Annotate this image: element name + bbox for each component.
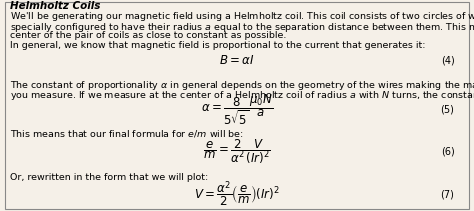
Text: $\alpha = \dfrac{8}{5\sqrt{5}} \dfrac{\mu_0 N}{a}$: $\alpha = \dfrac{8}{5\sqrt{5}} \dfrac{\m…: [201, 92, 273, 127]
Text: Helmholtz Coils: Helmholtz Coils: [10, 1, 100, 11]
Text: specially configured to have their radius $a$ equal to the separation distance b: specially configured to have their radiu…: [10, 21, 474, 34]
Text: center of the pair of coils as close to constant as possible.: center of the pair of coils as close to …: [10, 31, 287, 40]
Text: (5): (5): [440, 105, 455, 115]
Text: $\dfrac{e}{m} = \dfrac{2}{\alpha^2} \dfrac{V}{(Ir)^2}$: $\dfrac{e}{m} = \dfrac{2}{\alpha^2} \dfr…: [203, 137, 271, 166]
Text: In general, we know that magnetic field is proportional to the current that gene: In general, we know that magnetic field …: [10, 41, 426, 50]
Text: you measure. If we measure at the center of a Helmholtz coil of radius $a$ with : you measure. If we measure at the center…: [10, 89, 474, 102]
Text: Or, rewritten in the form that we will plot:: Or, rewritten in the form that we will p…: [10, 173, 209, 182]
Text: (7): (7): [440, 190, 455, 200]
Text: (4): (4): [441, 55, 455, 65]
Text: We'll be generating our magnetic field using a Helmholtz coil. This coil consist: We'll be generating our magnetic field u…: [10, 10, 474, 23]
Text: $B = \alpha I$: $B = \alpha I$: [219, 54, 255, 67]
Text: (6): (6): [441, 146, 455, 156]
Text: The constant of proportionality $\alpha$ in general depends on the geometry of t: The constant of proportionality $\alpha$…: [10, 79, 474, 92]
Text: $V = \dfrac{\alpha^2}{2} \left(\dfrac{e}{m}\right)(Ir)^2$: $V = \dfrac{\alpha^2}{2} \left(\dfrac{e}…: [194, 180, 280, 210]
Text: This means that our final formula for $e/m$ will be:: This means that our final formula for $e…: [10, 128, 244, 139]
